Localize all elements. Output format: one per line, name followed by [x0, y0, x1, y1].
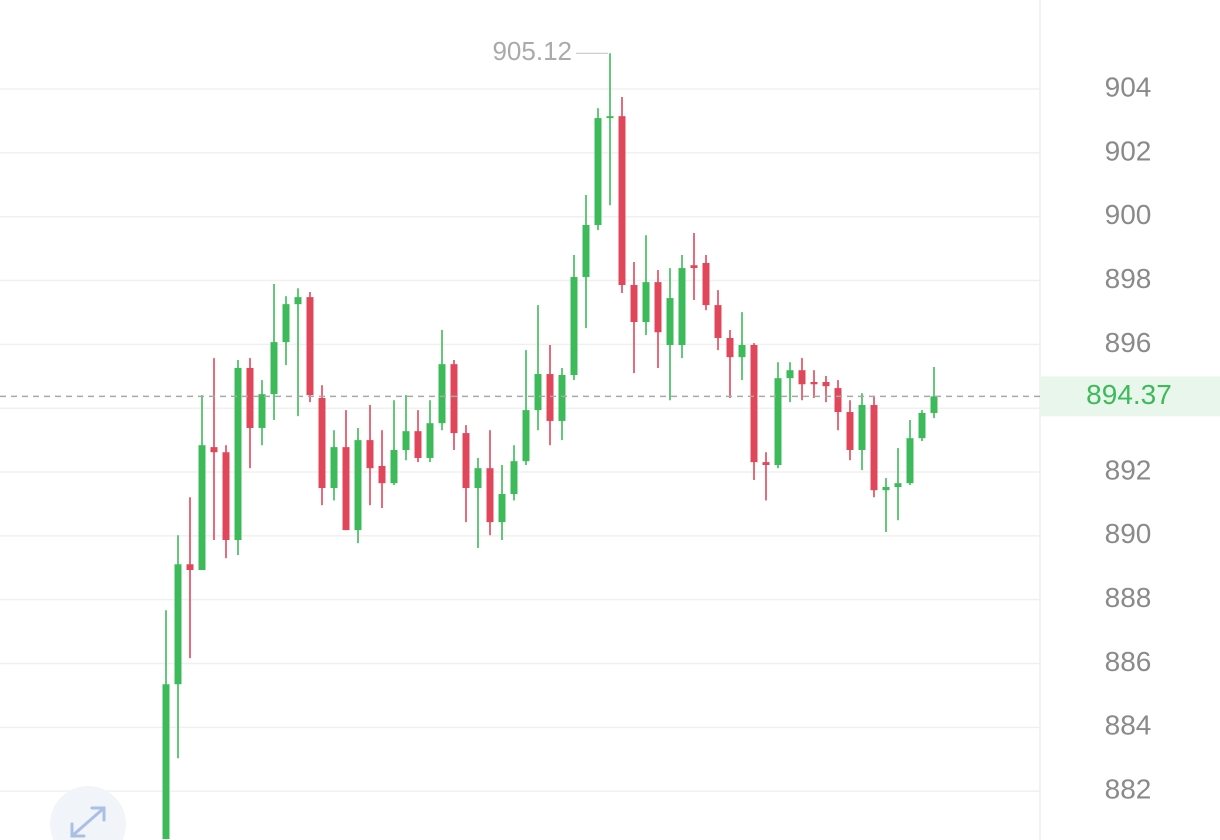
candle-body: [498, 494, 506, 523]
candles: [162, 53, 938, 840]
grid: [0, 88, 1040, 792]
y-tick-label: 886: [1105, 646, 1152, 677]
y-tick-label: 892: [1105, 454, 1152, 485]
y-tick-label: 898: [1105, 263, 1152, 294]
y-tick-label: 890: [1105, 518, 1152, 549]
candle-body: [618, 116, 626, 285]
candle-body: [510, 461, 518, 495]
expand-button-bg[interactable]: [50, 786, 126, 840]
candle-body: [738, 345, 746, 358]
candle-body: [438, 364, 446, 424]
candle-body: [318, 397, 326, 488]
y-tick-label: 900: [1105, 199, 1152, 230]
candle-body: [174, 564, 182, 685]
candle-body: [642, 282, 650, 323]
candle-body: [750, 345, 758, 463]
candle-body: [450, 364, 458, 434]
candle-body: [630, 285, 638, 323]
candle-body: [234, 367, 242, 540]
candle-body: [846, 412, 854, 450]
candle-body: [702, 262, 710, 306]
candle-body: [366, 440, 374, 469]
candle-body: [462, 433, 470, 488]
max-marker-label: 905.12: [492, 36, 572, 66]
y-tick-label: 896: [1105, 327, 1152, 358]
candle-body: [786, 370, 794, 379]
y-axis: 882884886888890892894896898900902904: [1105, 71, 1152, 804]
candle-body: [198, 445, 206, 570]
candle-body: [378, 465, 386, 484]
candle-body: [726, 337, 734, 358]
candle-body: [522, 410, 530, 462]
y-tick-label: 888: [1105, 582, 1152, 613]
y-tick-label: 904: [1105, 71, 1152, 102]
candle-body: [858, 405, 866, 450]
candle-body: [534, 374, 542, 411]
last-price-badge: [1040, 376, 1220, 417]
candle-body: [270, 342, 278, 395]
candle-body: [822, 382, 830, 387]
candle-body: [690, 265, 698, 269]
y-tick-label: 884: [1105, 710, 1152, 741]
candle-body: [162, 684, 170, 840]
candle-body: [426, 423, 434, 458]
candle-body: [306, 297, 314, 396]
candle-body: [870, 405, 878, 491]
expand-button[interactable]: [50, 786, 126, 840]
candle-body: [774, 378, 782, 465]
candle-body: [594, 118, 602, 225]
candle-body: [582, 225, 590, 278]
y-tick-label: 902: [1105, 135, 1152, 166]
candle-body: [186, 564, 194, 570]
candle-body: [678, 268, 686, 345]
candle-body: [714, 305, 722, 338]
candle-body: [546, 374, 554, 421]
candle-body: [402, 431, 410, 450]
candle-body: [882, 487, 890, 491]
candle-body: [342, 447, 350, 531]
candle-body: [654, 282, 662, 333]
candle-body: [930, 396, 938, 413]
last-price-label: 894.37: [1086, 379, 1172, 410]
candle-body: [894, 483, 902, 488]
candle-body: [330, 447, 338, 488]
candle-body: [834, 388, 842, 413]
candle-body: [354, 440, 362, 531]
candle-body: [486, 468, 494, 523]
candle-body: [294, 297, 302, 305]
candle-body: [222, 452, 230, 540]
candle-body: [918, 412, 926, 439]
overlay: 905.12 894.37: [0, 36, 1220, 417]
candle-body: [246, 367, 254, 428]
candle-body: [558, 375, 566, 421]
candle-body: [762, 462, 770, 465]
candle-body: [570, 277, 578, 375]
candle-body: [210, 447, 218, 453]
candle-body: [810, 382, 818, 385]
candle-body: [798, 370, 806, 385]
candle-body: [390, 450, 398, 484]
candle-body: [666, 298, 674, 345]
candle-body: [474, 468, 482, 488]
candle-body: [606, 116, 614, 119]
expand-icon[interactable]: [70, 806, 106, 838]
candle-body: [414, 431, 422, 458]
y-tick-label: 882: [1105, 774, 1152, 805]
candle-body: [906, 438, 914, 484]
candle-body: [282, 304, 290, 343]
candle-body: [258, 394, 266, 428]
